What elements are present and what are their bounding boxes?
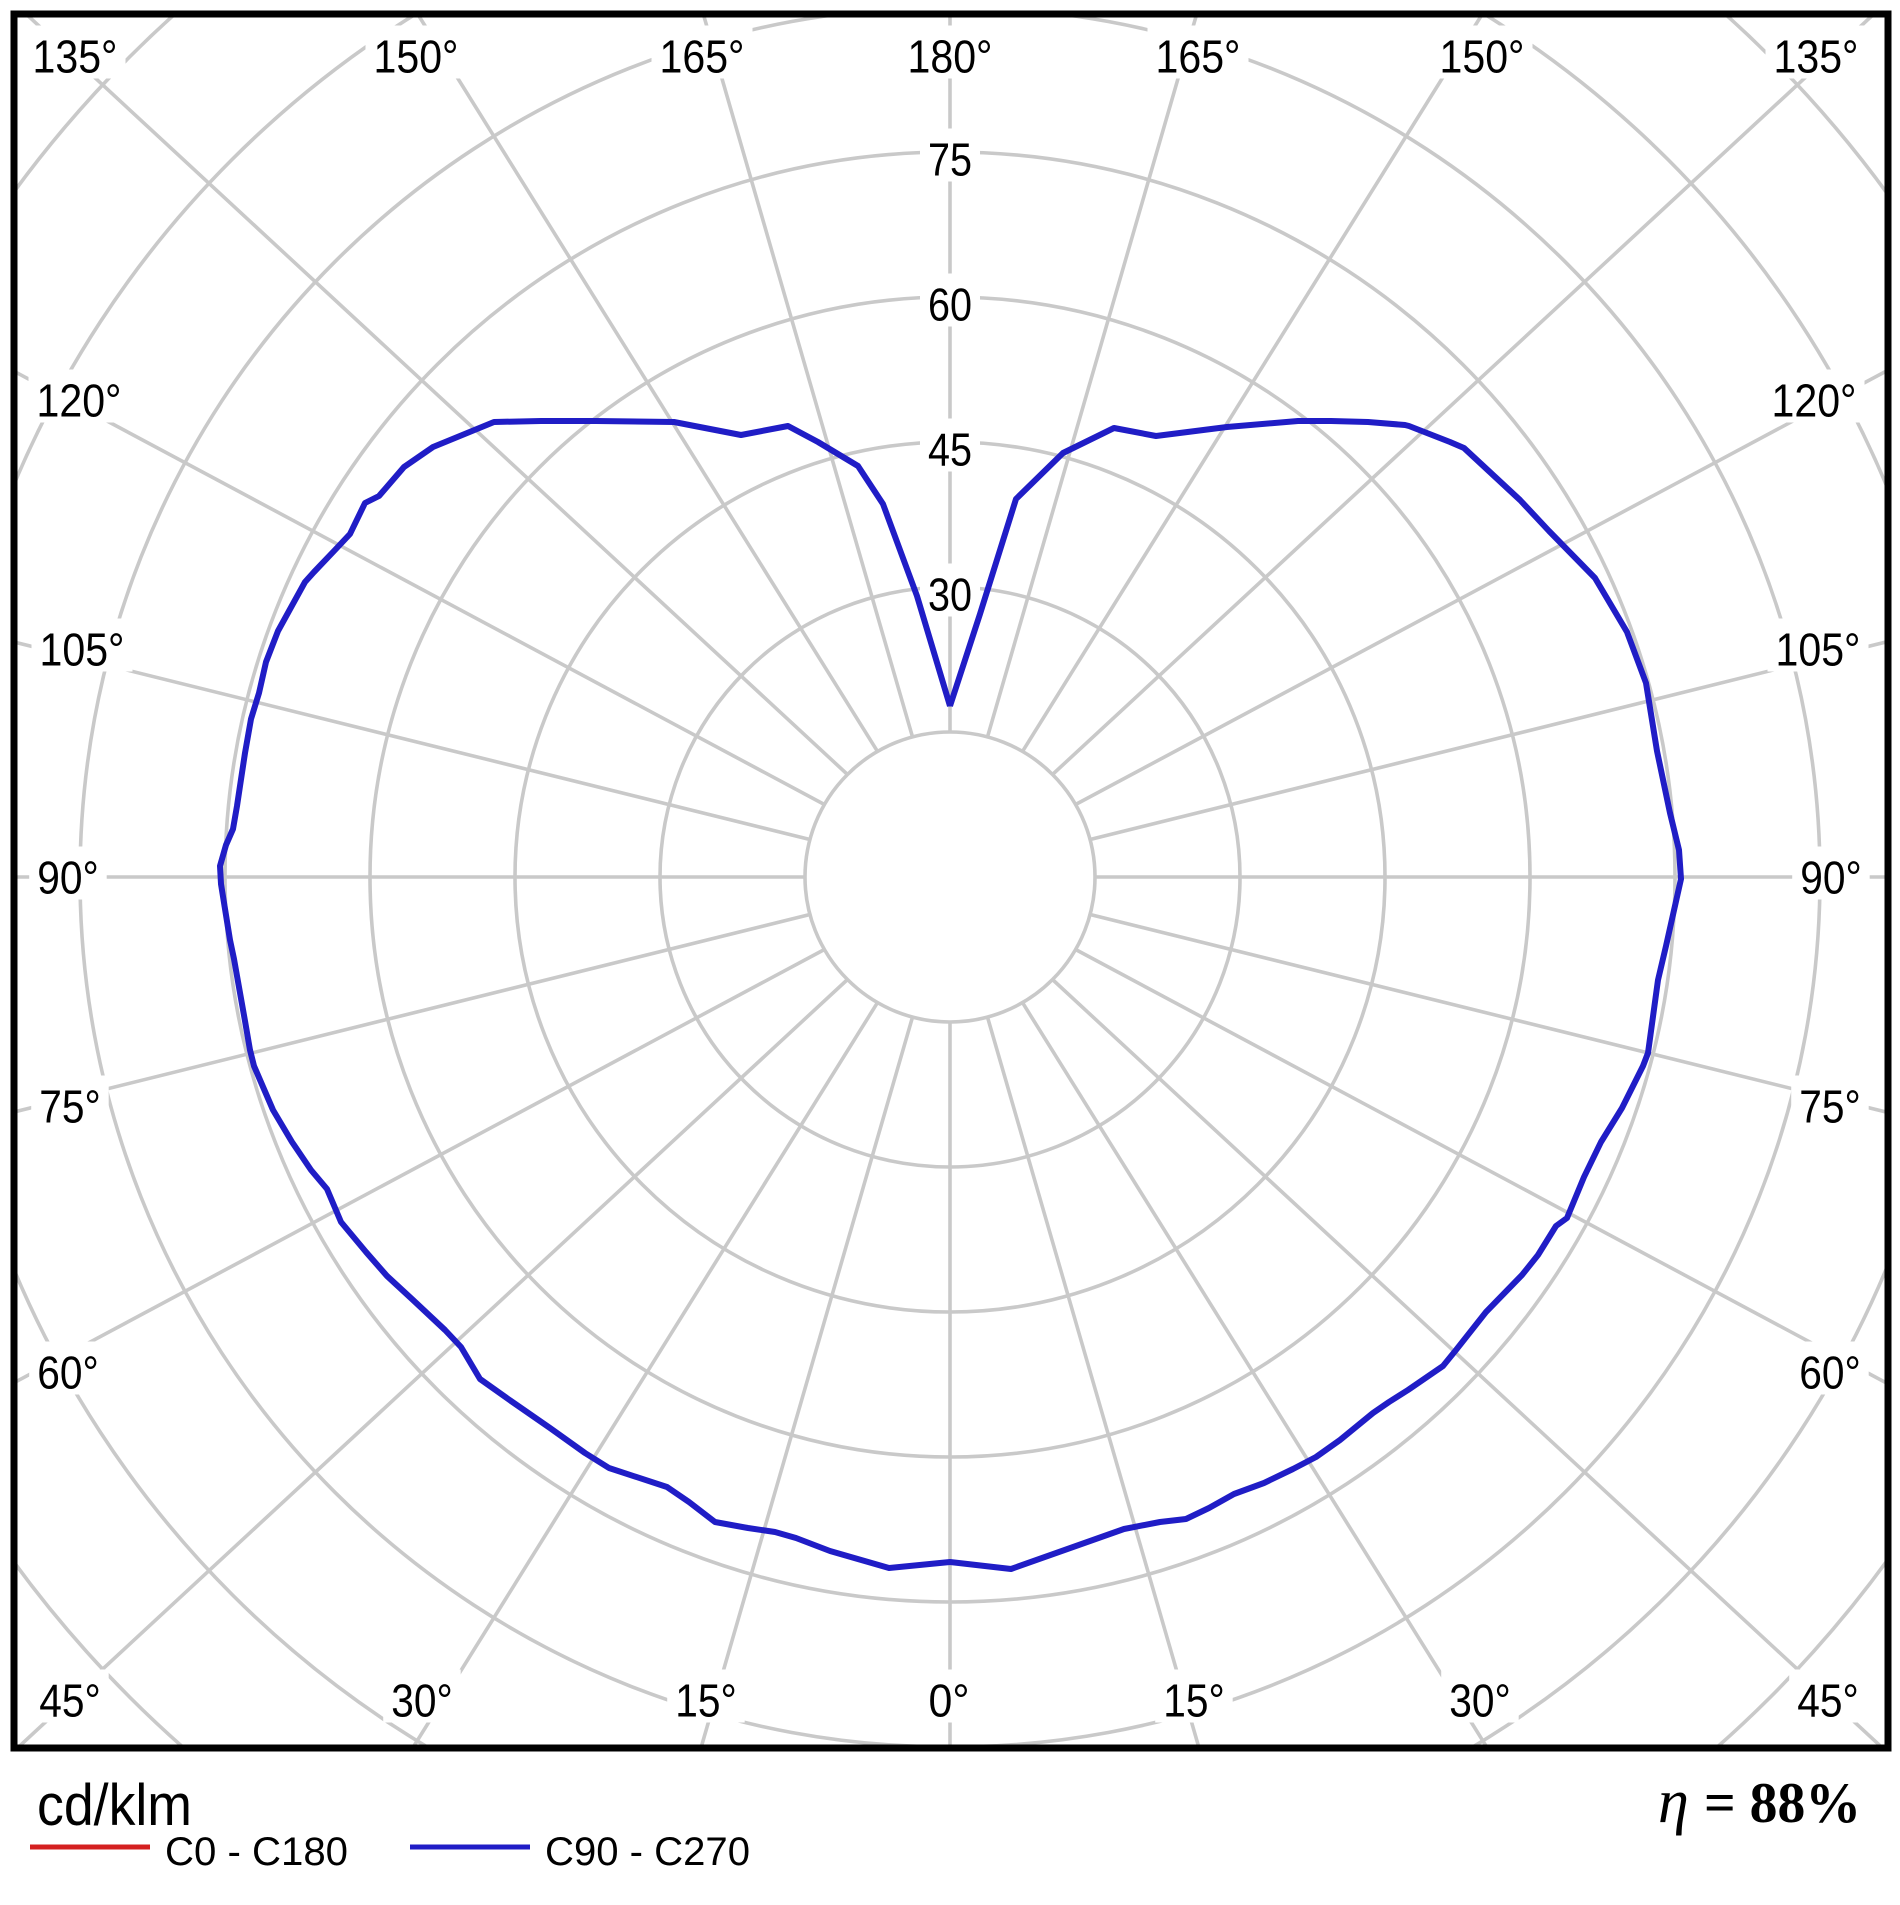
svg-text:90°: 90°	[1800, 852, 1862, 904]
svg-text:75°: 75°	[39, 1081, 101, 1133]
svg-text:105°: 105°	[1776, 624, 1861, 676]
svg-text:150°: 150°	[1440, 31, 1525, 83]
svg-text:180°: 180°	[908, 31, 993, 83]
svg-text:45°: 45°	[1797, 1675, 1859, 1727]
svg-text:30: 30	[928, 569, 972, 621]
svg-text:60°: 60°	[37, 1347, 99, 1399]
svg-text:60: 60	[928, 279, 972, 331]
svg-text:90°: 90°	[37, 852, 99, 904]
svg-text:135°: 135°	[33, 31, 118, 83]
svg-text:η: η	[1658, 1768, 1689, 1836]
svg-text:165°: 165°	[1156, 31, 1241, 83]
svg-text:120°: 120°	[37, 375, 122, 427]
svg-text:15°: 15°	[1163, 1675, 1225, 1727]
svg-text:15°: 15°	[675, 1675, 737, 1727]
svg-text:135°: 135°	[1774, 31, 1859, 83]
svg-text:45: 45	[928, 424, 972, 476]
svg-text:75: 75	[928, 134, 972, 186]
svg-text:45°: 45°	[39, 1675, 101, 1727]
svg-text:105°: 105°	[40, 624, 125, 676]
svg-text:C0 - C180: C0 - C180	[165, 1830, 348, 1874]
svg-text:120°: 120°	[1772, 375, 1857, 427]
svg-text:150°: 150°	[374, 31, 459, 83]
svg-text:C90 - C270: C90 - C270	[545, 1830, 750, 1874]
svg-text:cd/klm: cd/klm	[37, 1773, 192, 1838]
svg-text:60°: 60°	[1799, 1347, 1861, 1399]
svg-text:165°: 165°	[660, 31, 745, 83]
svg-text:75°: 75°	[1799, 1081, 1861, 1133]
svg-text:= 88%: = 88%	[1704, 1772, 1861, 1835]
svg-text:0°: 0°	[929, 1675, 970, 1727]
svg-text:30°: 30°	[391, 1675, 453, 1727]
svg-text:30°: 30°	[1449, 1675, 1511, 1727]
